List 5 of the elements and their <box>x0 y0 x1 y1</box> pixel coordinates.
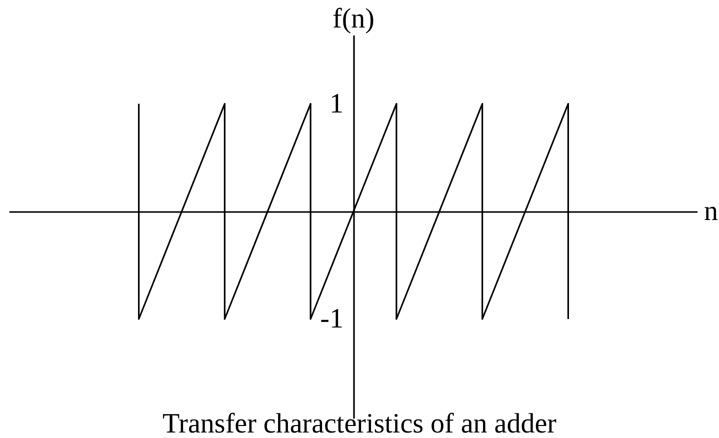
y-axis-title: f(n) <box>332 4 374 34</box>
y-tick-label: 1 <box>330 88 344 120</box>
text: Transfer characteristics of an adder <box>162 408 558 438</box>
x-axis-title: n <box>704 196 718 227</box>
y-tick-label: -1 <box>320 304 344 335</box>
